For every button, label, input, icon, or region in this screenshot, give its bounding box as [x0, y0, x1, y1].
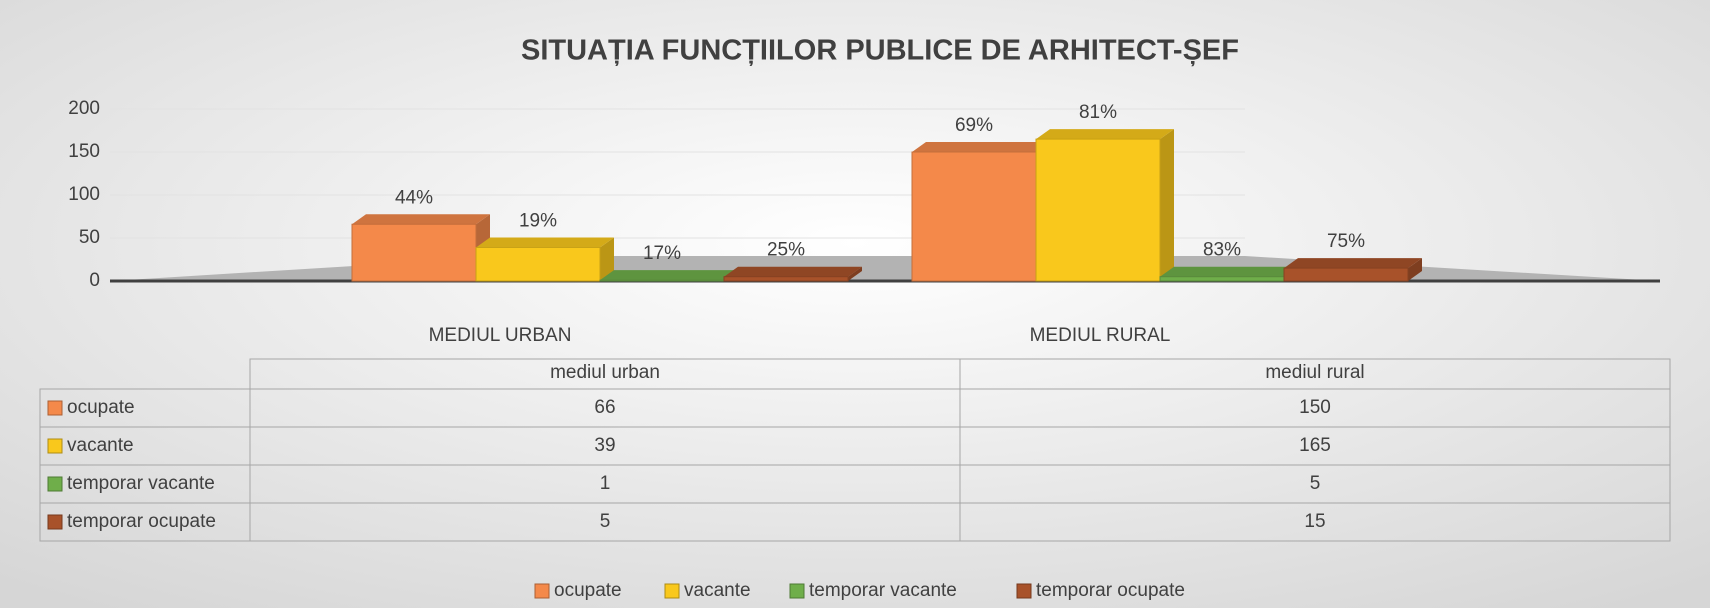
y-tick-label: 150 [68, 141, 100, 162]
legend-swatch [47, 476, 63, 492]
data-label: 44% [395, 187, 433, 208]
x-tick-label: MEDIUL URBAN [429, 325, 572, 346]
legend-swatch [534, 583, 550, 599]
bar-top [1284, 258, 1422, 269]
legend-swatch [789, 583, 805, 599]
table-cell: 5 [600, 511, 611, 532]
legend-swatch [47, 438, 63, 454]
bar-side [848, 266, 862, 281]
y-tick-label: 50 [79, 227, 100, 248]
bar-top [1036, 129, 1174, 140]
y-tick-label: 100 [68, 184, 100, 205]
bar [723, 276, 849, 282]
bar-top [1160, 266, 1298, 277]
legend-swatch [664, 583, 680, 599]
legend-label: vacante [684, 580, 751, 601]
bar-side [1408, 258, 1422, 281]
table-cell: 150 [1299, 397, 1331, 418]
table-cell: 39 [594, 435, 615, 456]
bar-top [724, 266, 862, 277]
y-tick-label: 0 [89, 270, 100, 291]
bar-top [912, 142, 1050, 152]
x-tick-label: MEDIUL RURAL [1030, 325, 1171, 346]
data-label: 19% [519, 210, 557, 231]
legend-label: temporar ocupate [1036, 580, 1185, 601]
data-label: 25% [767, 240, 805, 261]
bar-side [600, 237, 614, 281]
table-header: mediul urban [550, 362, 660, 383]
legend-swatch [1016, 583, 1032, 599]
bar [1283, 267, 1409, 282]
table-cell: 5 [1310, 473, 1321, 494]
table-header: mediul rural [1265, 362, 1364, 383]
data-table [39, 358, 1671, 542]
legend-swatch [47, 514, 63, 530]
legend-label: temporar vacante [809, 580, 957, 601]
legend-label: ocupate [554, 580, 622, 601]
bar-side [1160, 129, 1174, 281]
bar-top [600, 270, 738, 281]
data-label: 69% [955, 115, 993, 136]
data-label: 83% [1203, 240, 1241, 261]
table-cell: 66 [594, 397, 615, 418]
table-cell: 15 [1304, 511, 1325, 532]
bar [351, 223, 477, 282]
bar [911, 151, 1037, 282]
y-tick-label: 200 [68, 98, 100, 119]
bar [475, 246, 601, 282]
bar [599, 279, 725, 282]
table-row-label: temporar vacante [67, 473, 215, 494]
table-row-label: temporar ocupate [67, 511, 216, 532]
data-label: 81% [1079, 102, 1117, 123]
data-label: 75% [1327, 231, 1365, 252]
bar-top [352, 214, 490, 225]
table-row-label: vacante [67, 435, 134, 456]
table-row-label: ocupate [67, 397, 135, 418]
chart-title: SITUAȚIA FUNCȚIILOR PUBLICE DE ARHITECT-… [521, 35, 1239, 67]
bar-top [476, 237, 614, 248]
table-cell: 165 [1299, 435, 1331, 456]
legend-swatch [47, 400, 63, 416]
table-cell: 1 [600, 473, 611, 494]
bar [1035, 138, 1161, 282]
data-label: 17% [643, 243, 681, 264]
bar [1159, 276, 1285, 282]
